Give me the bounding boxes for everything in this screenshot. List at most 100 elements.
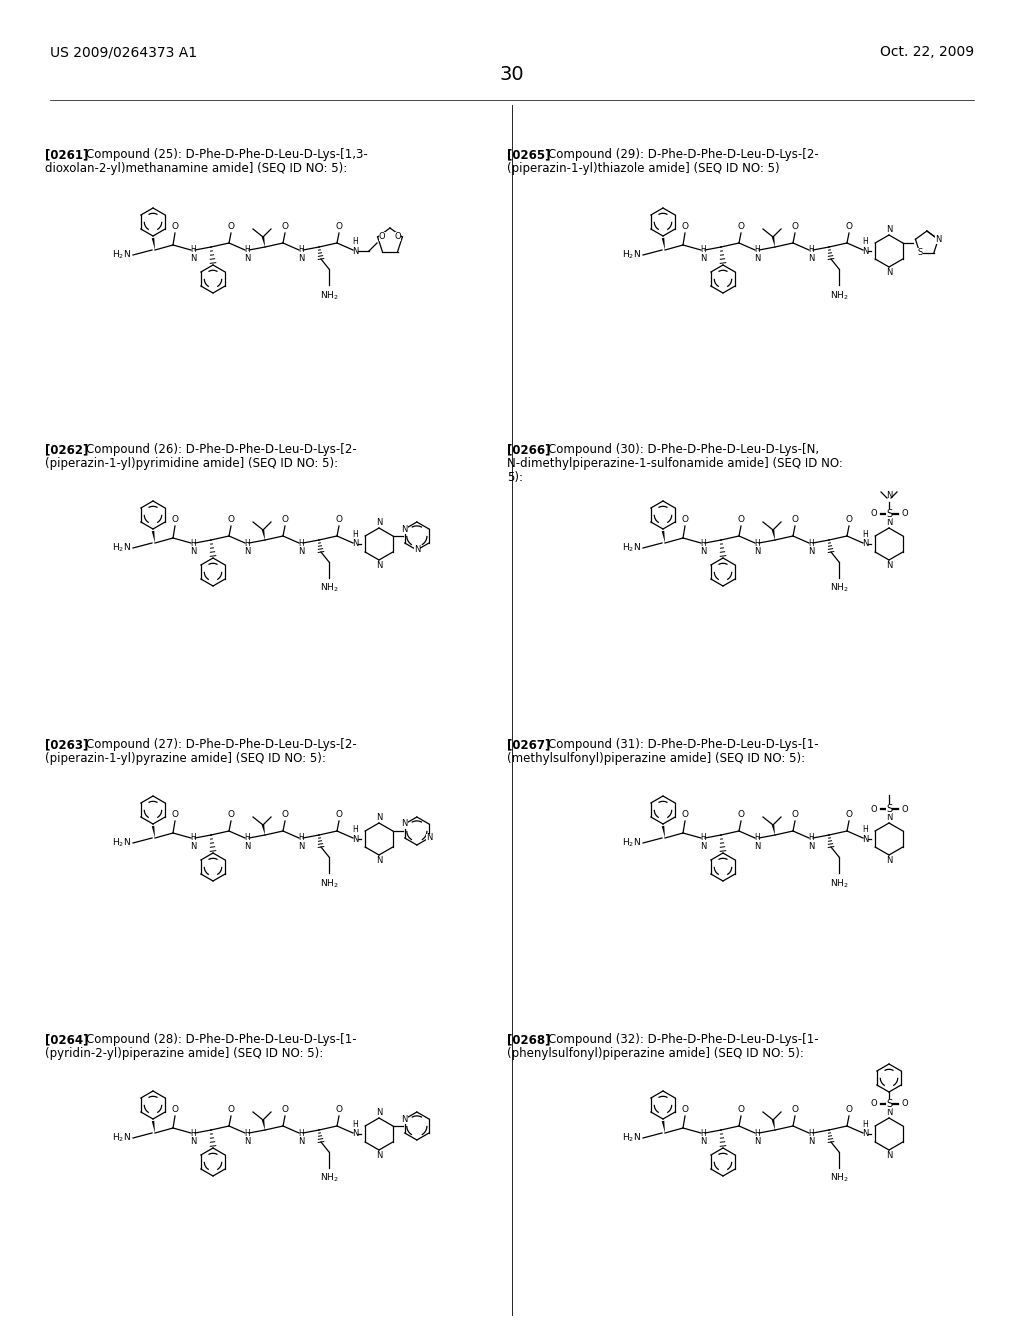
Text: N: N <box>886 491 892 500</box>
Text: O: O <box>870 1100 877 1109</box>
Text: N: N <box>189 253 197 263</box>
Text: (piperazin-1-yl)pyrazine amide] (SEQ ID NO: 5):: (piperazin-1-yl)pyrazine amide] (SEQ ID … <box>45 752 326 766</box>
Text: O: O <box>901 804 907 813</box>
Text: N-dimethylpiperazine-1-sulfonamide amide] (SEQ ID NO:: N-dimethylpiperazine-1-sulfonamide amide… <box>507 457 843 470</box>
Text: H: H <box>190 246 196 255</box>
Text: H: H <box>352 1119 357 1129</box>
Text: O: O <box>792 810 799 818</box>
Text: N: N <box>189 842 197 851</box>
Text: O: O <box>282 222 289 231</box>
Text: Compound (29): D-Phe-D-Phe-D-Leu-D-Lys-[2-: Compound (29): D-Phe-D-Phe-D-Leu-D-Lys-[… <box>548 148 819 161</box>
Polygon shape <box>662 1121 665 1133</box>
Text: N: N <box>754 253 760 263</box>
Text: O: O <box>737 515 744 524</box>
Text: O: O <box>336 222 342 231</box>
Text: N: N <box>298 253 304 263</box>
Text: H: H <box>298 833 304 842</box>
Polygon shape <box>662 826 665 838</box>
Text: H: H <box>190 1129 196 1138</box>
Text: O: O <box>737 1105 744 1114</box>
Polygon shape <box>662 238 665 249</box>
Text: H: H <box>298 246 304 255</box>
Text: N: N <box>808 546 814 556</box>
Text: (phenylsulfonyl)piperazine amide] (SEQ ID NO: 5):: (phenylsulfonyl)piperazine amide] (SEQ I… <box>507 1047 804 1060</box>
Text: [0266]: [0266] <box>507 444 559 455</box>
Text: N: N <box>808 253 814 263</box>
Text: O: O <box>846 810 853 818</box>
Text: NH$_2$: NH$_2$ <box>829 876 848 890</box>
Text: 30: 30 <box>500 66 524 84</box>
Text: [0265]: [0265] <box>507 148 559 161</box>
Text: Compound (25): D-Phe-D-Phe-D-Leu-D-Lys-[1,3-: Compound (25): D-Phe-D-Phe-D-Leu-D-Lys-[… <box>86 148 368 161</box>
Text: O: O <box>227 1105 234 1114</box>
Text: H: H <box>754 246 760 255</box>
Text: O: O <box>227 515 234 524</box>
Text: N: N <box>298 1137 304 1146</box>
Polygon shape <box>772 529 775 540</box>
Text: O: O <box>870 510 877 519</box>
Text: S: S <box>918 248 923 257</box>
Text: N: N <box>352 540 358 549</box>
Text: O: O <box>682 222 688 231</box>
Polygon shape <box>152 531 155 543</box>
Text: NH$_2$: NH$_2$ <box>829 582 848 594</box>
Text: N: N <box>886 517 892 527</box>
Polygon shape <box>262 236 265 247</box>
Text: 5):: 5): <box>507 471 523 484</box>
Text: (pyridin-2-yl)piperazine amide] (SEQ ID NO: 5):: (pyridin-2-yl)piperazine amide] (SEQ ID … <box>45 1047 324 1060</box>
Text: N: N <box>935 235 941 244</box>
Text: [0261]: [0261] <box>45 148 96 161</box>
Text: O: O <box>282 810 289 818</box>
Text: N: N <box>426 833 432 842</box>
Text: H: H <box>862 238 868 246</box>
Text: dioxolan-2-yl)methanamine amide] (SEQ ID NO: 5):: dioxolan-2-yl)methanamine amide] (SEQ ID… <box>45 162 347 176</box>
Text: [0264]: [0264] <box>45 1034 96 1045</box>
Text: H: H <box>298 539 304 548</box>
Text: N: N <box>244 546 250 556</box>
Text: O: O <box>171 515 178 524</box>
Text: N: N <box>401 820 408 829</box>
Text: H$_2$N: H$_2$N <box>622 837 641 849</box>
Text: N: N <box>699 546 707 556</box>
Text: N: N <box>886 855 892 865</box>
Text: N: N <box>298 842 304 851</box>
Text: NH$_2$: NH$_2$ <box>829 289 848 301</box>
Text: O: O <box>682 810 688 818</box>
Text: H: H <box>862 1119 868 1129</box>
Text: O: O <box>227 810 234 818</box>
Text: N: N <box>754 842 760 851</box>
Text: H: H <box>700 246 706 255</box>
Polygon shape <box>262 825 265 836</box>
Text: Compound (27): D-Phe-D-Phe-D-Leu-D-Lys-[2-: Compound (27): D-Phe-D-Phe-D-Leu-D-Lys-[… <box>86 738 356 751</box>
Text: N: N <box>352 1130 358 1138</box>
Text: H: H <box>862 825 868 834</box>
Text: O: O <box>171 810 178 818</box>
Text: N: N <box>886 224 892 234</box>
Text: H: H <box>754 1129 760 1138</box>
Text: N: N <box>376 813 382 822</box>
Text: O: O <box>846 222 853 231</box>
Text: (piperazin-1-yl)thiazole amide] (SEQ ID NO: 5): (piperazin-1-yl)thiazole amide] (SEQ ID … <box>507 162 779 176</box>
Text: N: N <box>699 842 707 851</box>
Text: (piperazin-1-yl)pyrimidine amide] (SEQ ID NO: 5):: (piperazin-1-yl)pyrimidine amide] (SEQ I… <box>45 457 338 470</box>
Text: N: N <box>244 1137 250 1146</box>
Text: H: H <box>244 246 250 255</box>
Text: O: O <box>282 515 289 524</box>
Text: H: H <box>298 1129 304 1138</box>
Text: H: H <box>352 825 357 834</box>
Text: O: O <box>792 515 799 524</box>
Text: Compound (28): D-Phe-D-Phe-D-Leu-D-Lys-[1-: Compound (28): D-Phe-D-Phe-D-Leu-D-Lys-[… <box>86 1034 356 1045</box>
Text: N: N <box>298 546 304 556</box>
Text: H: H <box>808 539 814 548</box>
Text: N: N <box>808 842 814 851</box>
Text: H: H <box>244 833 250 842</box>
Text: N: N <box>376 1151 382 1160</box>
Text: H$_2$N: H$_2$N <box>622 541 641 554</box>
Text: N: N <box>699 253 707 263</box>
Text: N: N <box>401 1114 408 1123</box>
Text: O: O <box>394 232 401 242</box>
Text: Compound (31): D-Phe-D-Phe-D-Leu-D-Lys-[1-: Compound (31): D-Phe-D-Phe-D-Leu-D-Lys-[… <box>548 738 818 751</box>
Text: O: O <box>282 1105 289 1114</box>
Text: S: S <box>886 510 892 519</box>
Text: N: N <box>886 1151 892 1160</box>
